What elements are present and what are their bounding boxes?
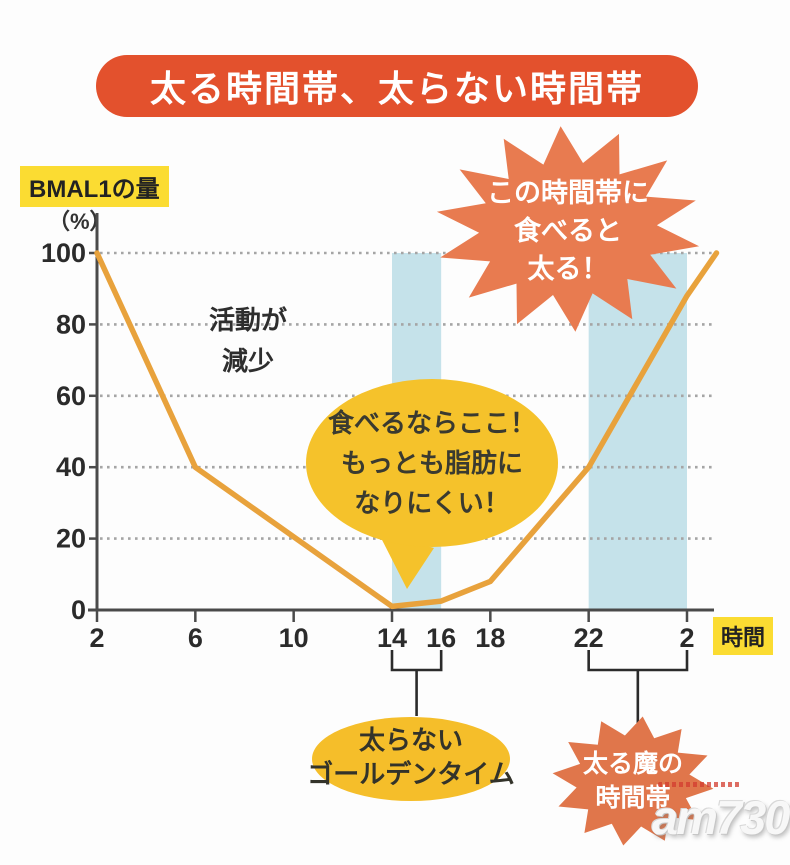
annotation-line: ゴールデンタイム	[307, 759, 515, 789]
y-tick-label: 40	[56, 452, 86, 482]
x-tick-label: 2	[679, 623, 694, 653]
y-tick-label: 0	[71, 595, 86, 625]
red-signature-mark	[658, 782, 740, 787]
watermark: am730	[652, 791, 790, 844]
annotation-line: 食べると	[514, 216, 622, 246]
x-tick-label: 22	[574, 623, 604, 653]
bmal1-line	[94, 250, 720, 610]
annotation-line: 活動が	[208, 305, 288, 335]
label-devil-time: 太る魔の 時間帯	[583, 747, 683, 815]
speech-bubble-shape	[306, 379, 558, 547]
y-tick-label: 80	[56, 309, 86, 339]
page-title: 太る時間帯、太らない時間帯	[149, 68, 644, 109]
annotation-line: 太らない	[358, 725, 464, 755]
annotation-line: なりにくい！	[354, 488, 510, 518]
x-tick-label: 18	[475, 623, 505, 653]
label-golden-time: 太らない ゴールデンタイム	[307, 723, 514, 791]
y-tick-label: 60	[56, 381, 86, 411]
x-tick-label: 10	[279, 623, 309, 653]
annotation-activity-decrease: 活動が 減少	[209, 300, 287, 382]
annotation-line: 太る！	[527, 254, 609, 284]
range-bracket	[587, 650, 689, 723]
x-tick-label: 14	[377, 623, 407, 653]
annotation-line: この時間帯に	[487, 178, 649, 208]
range-bracket	[390, 650, 443, 716]
annotation-fattening-callout: この時間帯に 食べると 太る！	[487, 174, 649, 288]
x-axis-title: 時間	[713, 617, 774, 655]
annotation-line: 減少	[221, 346, 275, 376]
x-tick-label: 16	[426, 623, 456, 653]
y-tick-label: 20	[56, 524, 86, 554]
starburst-bottom-shape	[552, 716, 714, 846]
y-tick-label: 100	[41, 238, 86, 268]
x-tick-label: 6	[188, 623, 203, 653]
x-tick-label: 2	[89, 623, 104, 653]
highlight-band	[588, 253, 687, 610]
annotation-line: 太る魔の	[582, 750, 684, 778]
title-banner: 太る時間帯、太らない時間帯	[96, 55, 698, 117]
annotation-line: もっとも脂肪に	[340, 448, 524, 478]
golden-ellipse-shape	[312, 717, 510, 801]
y-axis-title: BMAL1の量	[20, 166, 169, 207]
annotation-best-time-bubble: 食べるならここ！ もっとも脂肪に なりにくい！	[328, 403, 536, 523]
annotation-line: 食べるならここ！	[327, 408, 537, 438]
y-axis-unit: （%）	[48, 209, 112, 234]
annotation-line: 時間帯	[595, 784, 671, 812]
starburst-top-shape	[436, 126, 700, 332]
